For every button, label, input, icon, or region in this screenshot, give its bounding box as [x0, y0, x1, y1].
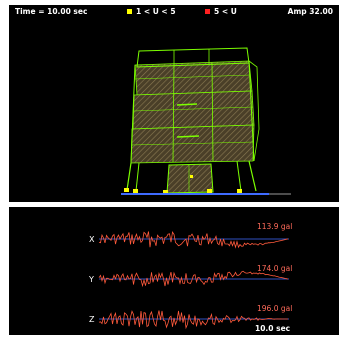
building-upper-storeys	[130, 47, 260, 164]
legend-yellow-swatch	[127, 8, 132, 14]
node-marker	[237, 189, 242, 193]
building-svg	[121, 47, 291, 195]
building-model-view: Time = 10.00 sec 1 < U < 5 5 < U Amp 32.…	[9, 5, 339, 202]
legend-item-high: 5 < U	[205, 7, 237, 16]
node-marker	[190, 175, 193, 178]
trace-z-axis-label: Z	[89, 315, 95, 324]
traces-svg: X 113.9 gal Y 174.0 gal Z 196.0 gal 10.0…	[88, 222, 292, 333]
node-marker	[163, 190, 168, 194]
trace-x-waveform	[98, 230, 289, 249]
node-marker	[133, 189, 138, 193]
trace-x-axis-label: X	[89, 235, 95, 244]
trace-y-waveform	[98, 270, 289, 288]
building-ground-storey	[124, 160, 257, 194]
trace-y-peak-label: 174.0 gal	[257, 264, 292, 273]
legend-high-label: 5 < U	[214, 7, 237, 16]
trace-y: Y 174.0 gal	[88, 264, 292, 288]
legend-item-low: 1 < U < 5	[127, 7, 176, 16]
node-marker	[207, 189, 212, 193]
acceleration-traces-panel: X 113.9 gal Y 174.0 gal Z 196.0 gal 10.0…	[9, 207, 339, 335]
time-readout: Time = 10.00 sec	[15, 7, 88, 16]
amplitude-readout: Amp 32.00	[287, 7, 333, 16]
legend-low-label: 1 < U < 5	[136, 7, 176, 16]
legend-red-swatch	[205, 8, 210, 14]
trace-x: X 113.9 gal	[89, 222, 292, 249]
trace-z-waveform	[98, 310, 288, 330]
node-marker	[124, 188, 129, 192]
trace-y-axis-label: Y	[88, 275, 94, 284]
trace-z-peak-label: 196.0 gal	[257, 304, 292, 313]
trace-z: Z 196.0 gal	[89, 304, 292, 330]
end-time-label: 10.0 sec	[255, 324, 290, 333]
trace-x-peak-label: 113.9 gal	[257, 222, 292, 231]
